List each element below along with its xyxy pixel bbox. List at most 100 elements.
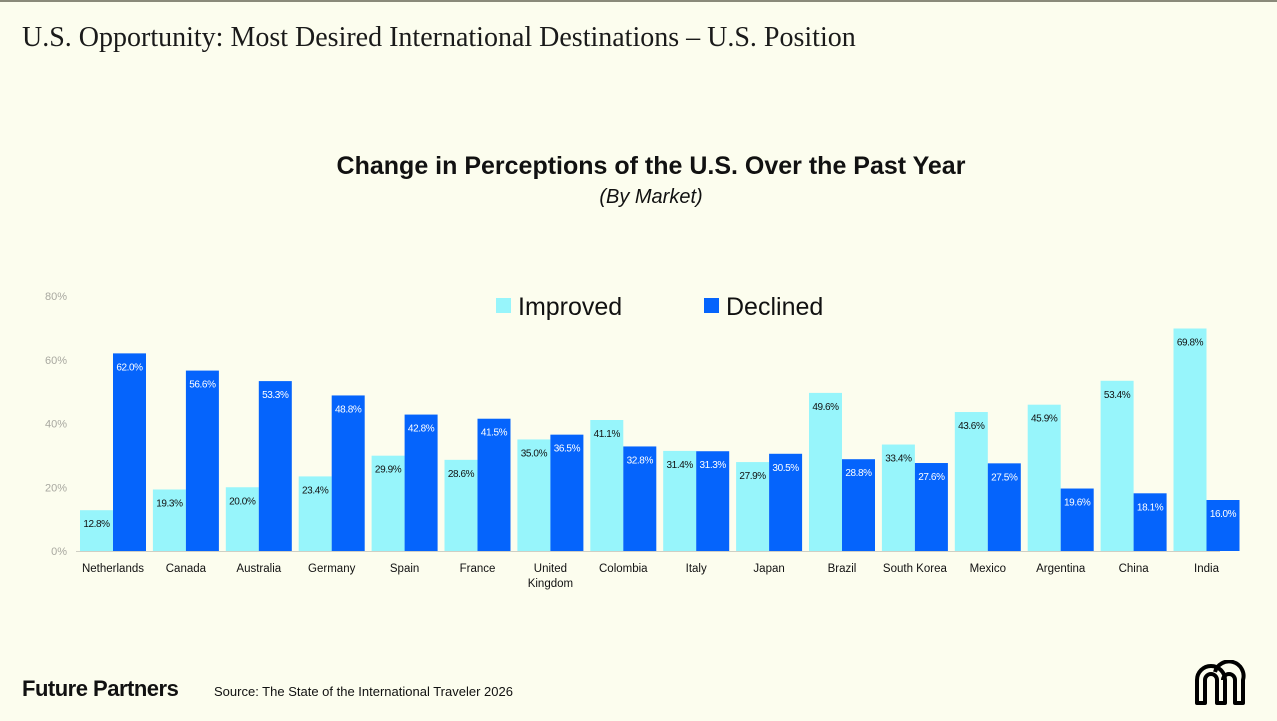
- data-label: 41.1%: [594, 429, 621, 440]
- bar-declined: [842, 459, 875, 551]
- x-tick-label: Spain: [390, 563, 419, 575]
- bar-declined: [623, 446, 657, 551]
- data-label: 20.0%: [229, 496, 256, 507]
- source-note: Source: The State of the International T…: [214, 684, 513, 699]
- legend-swatch-improved: [496, 298, 511, 313]
- bar-improved: [225, 487, 259, 551]
- bar-declined: [1133, 493, 1167, 551]
- x-tick-label: Netherlands: [82, 563, 144, 575]
- x-tick-label: Argentina: [1036, 563, 1086, 575]
- y-tick-label: 0%: [51, 546, 67, 558]
- data-label: 32.8%: [627, 455, 654, 466]
- bar-improved: [1173, 328, 1207, 551]
- x-tick-label: Mexico: [970, 563, 1006, 575]
- data-label: 30.5%: [772, 463, 799, 474]
- arch-m-logo-icon: [1195, 660, 1246, 705]
- data-label: 56.6%: [189, 380, 216, 391]
- data-label: 62.0%: [116, 362, 143, 373]
- bar-declined: [258, 381, 292, 551]
- data-label: 23.4%: [302, 485, 329, 496]
- top-border: [0, 0, 1277, 2]
- x-tick-label: India: [1194, 563, 1220, 575]
- data-label: 29.9%: [375, 465, 402, 476]
- data-label: 27.6%: [918, 472, 945, 483]
- data-label: 43.6%: [958, 421, 985, 432]
- legend-label-declined: Declined: [726, 293, 823, 321]
- bar-improved: [152, 489, 186, 551]
- x-tick-label: China: [1119, 563, 1150, 575]
- bar-improved: [809, 392, 842, 551]
- data-label: 31.3%: [700, 460, 727, 471]
- bar-improved: [517, 439, 551, 551]
- bars: 12.8% 62.0% 19.3% 56.6% 20.0% 53.3% 23.4% 48.8%…: [80, 328, 1240, 551]
- data-label: 28.6%: [448, 469, 475, 480]
- bar-declined: [987, 463, 1021, 551]
- y-axis: 0% 20% 40% 60% 80%: [45, 291, 1220, 558]
- data-label: 35.0%: [521, 448, 548, 459]
- bar-improved: [736, 462, 770, 551]
- legend-label-improved: Improved: [518, 293, 622, 321]
- bar-improved: [954, 412, 988, 551]
- bar-improved: [444, 459, 478, 551]
- data-label: 27.9%: [739, 471, 766, 482]
- data-label: 53.3%: [262, 390, 289, 401]
- data-label: 19.3%: [156, 498, 183, 509]
- bar-improved: [663, 450, 697, 551]
- bar-improved: [298, 476, 332, 551]
- bar-improved: [1027, 404, 1061, 551]
- data-label: 48.8%: [335, 404, 362, 415]
- bar-declined: [769, 453, 803, 551]
- bar-declined: [1060, 488, 1094, 551]
- data-label: 41.5%: [481, 428, 508, 439]
- data-label: 49.6%: [812, 402, 839, 413]
- x-tick-label: France: [460, 563, 496, 575]
- data-label: 28.8%: [845, 468, 872, 479]
- x-tick-label: Brazil: [828, 563, 857, 575]
- bar-improved: [881, 444, 915, 551]
- y-tick-label: 60%: [45, 355, 67, 367]
- data-label: 69.8%: [1177, 338, 1204, 349]
- x-tick-label: United: [534, 563, 567, 575]
- bar-declined: [914, 463, 948, 551]
- y-tick-label: 40%: [45, 419, 67, 431]
- data-label: 18.1%: [1137, 502, 1164, 513]
- x-axis: Netherlands Canada Australia Germany Spain Fr…: [82, 563, 1220, 590]
- legend: Improved Declined: [496, 293, 823, 321]
- bar-improved: [80, 510, 113, 551]
- bar-declined: [113, 353, 146, 551]
- bar-declined: [404, 414, 438, 551]
- data-label: 12.8%: [83, 519, 110, 530]
- x-tick-label: Germany: [308, 563, 356, 575]
- bar-improved: [371, 455, 405, 551]
- x-tick-label: Japan: [753, 563, 784, 575]
- y-tick-label: 80%: [45, 291, 67, 303]
- x-tick-label: South Korea: [883, 563, 948, 575]
- bar-declined: [477, 418, 511, 551]
- data-label: 27.5%: [991, 472, 1018, 483]
- data-label: 19.6%: [1064, 498, 1091, 509]
- bar-improved: [590, 419, 624, 551]
- bar-declined: [1206, 500, 1240, 551]
- data-label: 36.5%: [554, 444, 581, 455]
- data-label: 53.4%: [1104, 390, 1131, 401]
- x-tick-label: Colombia: [599, 563, 648, 575]
- bar-declined: [550, 434, 584, 551]
- x-tick-label: Kingdom: [528, 578, 573, 590]
- data-label: 16.0%: [1210, 509, 1237, 520]
- chart-subtitle: (By Market): [599, 186, 703, 208]
- data-label: 45.9%: [1031, 414, 1058, 425]
- y-tick-label: 20%: [45, 482, 67, 494]
- bar-declined: [185, 370, 219, 551]
- data-label: 42.8%: [408, 424, 435, 435]
- x-tick-label: Australia: [236, 563, 281, 575]
- x-tick-label: Canada: [166, 563, 207, 575]
- chart-title: Change in Perceptions of the U.S. Over t…: [336, 152, 966, 180]
- slide-title: U.S. Opportunity: Most Desired Internati…: [22, 22, 856, 53]
- bar-declined: [696, 451, 730, 551]
- data-label: 31.4%: [667, 460, 694, 471]
- brand-logo-text: Future Partners: [22, 676, 179, 701]
- x-tick-label: Italy: [686, 563, 707, 575]
- data-label: 33.4%: [885, 454, 912, 465]
- legend-swatch-declined: [704, 298, 719, 313]
